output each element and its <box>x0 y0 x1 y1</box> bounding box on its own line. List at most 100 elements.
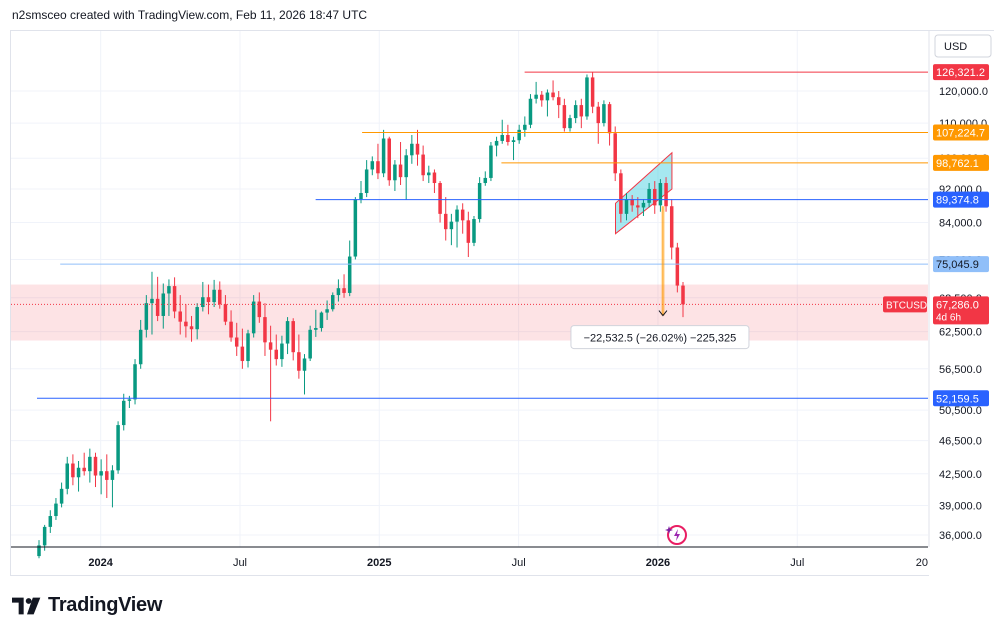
level-price-tag[interactable] <box>933 390 989 407</box>
candle[interactable] <box>647 183 651 208</box>
candle[interactable] <box>229 310 233 342</box>
candle[interactable] <box>460 203 465 234</box>
candle[interactable] <box>551 80 555 101</box>
candle[interactable] <box>167 279 171 316</box>
candle[interactable] <box>65 456 69 495</box>
candle[interactable] <box>636 197 640 219</box>
candle[interactable] <box>308 325 312 362</box>
candle[interactable] <box>669 199 674 260</box>
candle[interactable] <box>404 149 408 200</box>
candle[interactable] <box>494 136 499 157</box>
candle[interactable] <box>534 81 538 104</box>
candle[interactable] <box>88 448 92 483</box>
candle[interactable] <box>455 205 459 248</box>
candle[interactable] <box>178 295 182 335</box>
candle[interactable] <box>472 216 476 247</box>
candle[interactable] <box>562 98 567 132</box>
candle[interactable] <box>195 303 199 340</box>
candle[interactable] <box>144 295 149 338</box>
candle[interactable] <box>161 283 166 329</box>
candle[interactable] <box>421 145 425 182</box>
candle[interactable] <box>48 510 53 533</box>
candle[interactable] <box>517 124 521 144</box>
candle[interactable] <box>370 156 375 176</box>
tradingview-brand[interactable]: TradingView <box>12 594 162 617</box>
candle[interactable] <box>483 171 488 186</box>
candle[interactable] <box>76 460 81 492</box>
candle[interactable] <box>189 315 194 342</box>
candle[interactable] <box>500 119 504 144</box>
candle[interactable] <box>71 454 75 486</box>
candle[interactable] <box>150 271 154 335</box>
candle[interactable] <box>596 101 601 144</box>
candle[interactable] <box>573 100 578 124</box>
candle[interactable] <box>297 334 301 379</box>
candle[interactable] <box>449 213 454 246</box>
candle[interactable] <box>630 195 634 212</box>
candle[interactable] <box>545 89 550 117</box>
candle[interactable] <box>82 452 86 476</box>
candle[interactable] <box>93 452 98 488</box>
candle[interactable] <box>393 160 397 191</box>
candle[interactable] <box>381 129 386 178</box>
candle[interactable] <box>653 181 657 214</box>
candlestick-chart[interactable]: −22,532.5 (−26.02%) −225,325 USD 36,000.0 3… <box>11 31 995 577</box>
candle[interactable] <box>105 454 109 498</box>
candle[interactable] <box>291 318 295 361</box>
candle[interactable] <box>443 197 448 241</box>
candle[interactable] <box>607 101 612 146</box>
candle[interactable] <box>116 421 120 474</box>
current-price-tag[interactable] <box>933 296 989 325</box>
candle[interactable] <box>127 395 132 409</box>
candle[interactable] <box>641 199 646 217</box>
candle[interactable] <box>398 142 403 185</box>
candle[interactable] <box>302 354 307 395</box>
candle[interactable] <box>579 98 584 129</box>
candle[interactable] <box>37 540 41 559</box>
candle[interactable] <box>489 142 493 182</box>
candle[interactable] <box>99 459 103 495</box>
candle[interactable] <box>364 160 369 198</box>
chart-frame[interactable]: −22,532.5 (−26.02%) −225,325 USD 36,000.0 3… <box>10 30 995 577</box>
candle[interactable] <box>427 165 431 184</box>
candle[interactable] <box>325 300 329 320</box>
candle[interactable] <box>206 284 211 315</box>
candle[interactable] <box>59 482 64 508</box>
support-zone[interactable] <box>11 284 928 341</box>
level-price-tag[interactable] <box>933 124 989 141</box>
level-price-tag[interactable] <box>933 64 989 81</box>
candle[interactable] <box>42 524 47 551</box>
candle[interactable] <box>590 72 595 114</box>
candle[interactable] <box>675 242 680 293</box>
candle[interactable] <box>506 124 510 146</box>
candle[interactable] <box>602 100 606 127</box>
candle[interactable] <box>314 309 318 337</box>
candle[interactable] <box>138 319 143 369</box>
candle[interactable] <box>257 292 262 323</box>
candle[interactable] <box>624 193 629 221</box>
candle[interactable] <box>268 325 273 422</box>
candle[interactable] <box>556 91 561 119</box>
candle[interactable] <box>523 116 527 137</box>
candle[interactable] <box>342 274 346 298</box>
candle[interactable] <box>240 328 245 369</box>
candle[interactable] <box>568 114 572 132</box>
candle[interactable] <box>201 281 205 312</box>
candle[interactable] <box>613 126 617 182</box>
level-price-tag[interactable] <box>933 191 989 208</box>
candle[interactable] <box>376 143 380 180</box>
level-price-tag[interactable] <box>933 154 989 171</box>
candle[interactable] <box>184 304 188 338</box>
candle[interactable] <box>432 169 437 194</box>
candle[interactable] <box>133 359 137 405</box>
candle[interactable] <box>54 497 58 520</box>
level-price-tag[interactable] <box>933 256 989 273</box>
currency-button[interactable] <box>934 34 992 58</box>
candle[interactable] <box>110 465 115 508</box>
candle[interactable] <box>511 136 516 161</box>
candle[interactable] <box>246 329 250 368</box>
candle[interactable] <box>466 211 471 258</box>
candle[interactable] <box>540 91 544 107</box>
candle[interactable] <box>121 393 126 431</box>
candle[interactable] <box>331 292 335 312</box>
